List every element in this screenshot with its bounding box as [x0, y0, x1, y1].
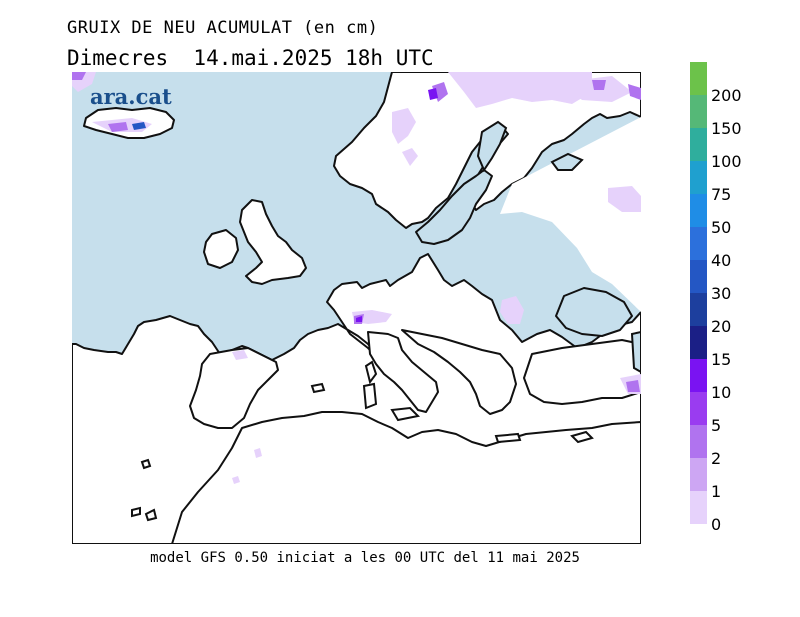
legend-swatch: [690, 491, 707, 524]
land-north-africa: [171, 411, 641, 544]
land-great-britain: [239, 199, 307, 285]
snow-depth-overlay: [72, 72, 641, 484]
sea-black-sea: [555, 287, 633, 337]
legend-label: 150: [711, 119, 742, 138]
legend-label: 20: [711, 317, 732, 336]
legend-swatch: [690, 260, 707, 293]
legend-swatch: [690, 359, 707, 392]
land-ireland: [203, 229, 239, 269]
forecast-date: Dimecres 14.mai.2025 18h UTC: [67, 46, 434, 70]
legend-swatch: [690, 194, 707, 227]
island-cyprus: [570, 430, 594, 444]
legend-label: 50: [711, 218, 732, 237]
island-canaries-1: [131, 506, 141, 518]
island-sicily: [390, 406, 421, 422]
legend-label: 200: [711, 86, 742, 105]
legend-label: 2: [711, 449, 722, 468]
legend-label: 1: [711, 482, 722, 501]
legend-label: 15: [711, 350, 732, 369]
legend-swatch: [690, 128, 707, 161]
map-title: GRUIX DE NEU ACUMULAT (en cm): [67, 18, 379, 38]
legend-swatch: [690, 458, 707, 491]
island-madeira: [140, 458, 152, 470]
sea-caspian: [630, 330, 641, 374]
model-run-caption: model GFS 0.50 iniciat a les 00 UTC del …: [150, 550, 580, 566]
sea-bothnia: [476, 120, 508, 173]
island-corsica: [364, 360, 378, 385]
island-sardinia: [362, 382, 378, 410]
island-balearic: [310, 382, 326, 394]
legend-swatch: [690, 227, 707, 260]
legend-label: 5: [711, 416, 722, 435]
legend-label: 40: [711, 251, 732, 270]
legend-label: 10: [711, 383, 732, 402]
legend-swatch: [690, 95, 707, 128]
snow-depth-map: ara.cat: [72, 72, 641, 544]
island-canaries-2: [144, 508, 158, 522]
legend-label: 0: [711, 515, 722, 534]
legend-swatch: [690, 326, 707, 359]
legend-swatch: [690, 293, 707, 326]
land-italy: [367, 331, 439, 413]
land-turkey: [523, 339, 641, 405]
legend-label: 30: [711, 284, 732, 303]
ara-cat-logo: ara.cat: [90, 84, 172, 109]
legend-swatch: [690, 161, 707, 194]
legend-swatch: [690, 62, 707, 95]
legend-label: 100: [711, 152, 742, 171]
land-iberia: [189, 347, 279, 429]
land-east: [500, 117, 641, 312]
lake-ladoga: [550, 152, 584, 171]
color-scale-legend: [690, 62, 707, 524]
sea-baltic: [415, 169, 493, 245]
legend-swatch: [690, 392, 707, 425]
island-crete: [494, 432, 522, 444]
legend-swatch: [690, 425, 707, 458]
land-balkans: [401, 329, 517, 415]
snow-depth-overlay-deepest: [132, 88, 438, 322]
legend-label: 75: [711, 185, 732, 204]
